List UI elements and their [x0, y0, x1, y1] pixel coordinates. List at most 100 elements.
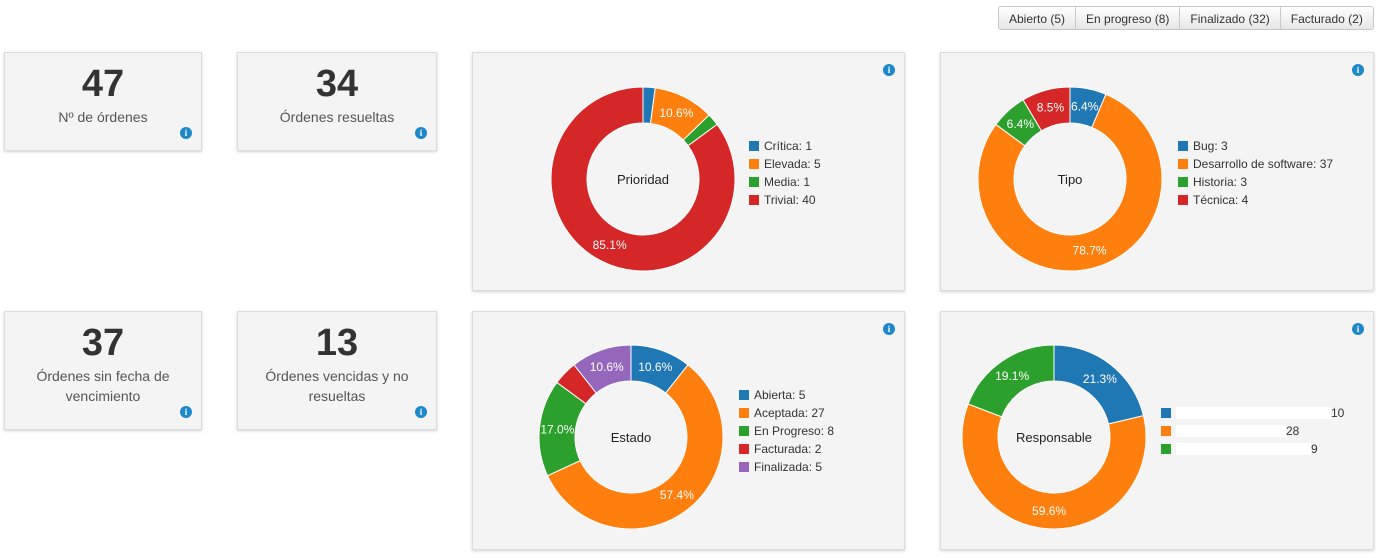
redacted-name — [1176, 407, 1331, 419]
stat-card-total-orders: 47 Nº de órdenes i — [4, 52, 202, 151]
legend-item-aceptada[interactable]: Aceptada: 27 — [739, 404, 834, 422]
legend-label: Media: 1 — [764, 175, 811, 189]
legend-item-historia[interactable]: Historia: 3 — [1178, 173, 1333, 191]
legend-swatch — [739, 462, 749, 472]
chart-center-title: Tipo — [1058, 172, 1083, 187]
stat-value: 34 — [315, 63, 359, 105]
slice-percent-label: 57.4% — [660, 488, 694, 502]
legend-label: Facturada: 2 — [754, 442, 822, 456]
legend-item-1[interactable]: 28 — [1161, 422, 1344, 440]
legend-label: 9 — [1311, 442, 1318, 456]
legend-item-facturada[interactable]: Facturada: 2 — [739, 440, 834, 458]
stat-value: 37 — [81, 322, 125, 364]
legend-label: 10 — [1331, 406, 1345, 420]
legend-item-trivial[interactable]: Trivial: 40 — [749, 191, 821, 209]
filter-en-progreso-button[interactable]: En progreso (8) — [1076, 6, 1181, 30]
chart-center-title: Prioridad — [617, 172, 669, 187]
stat-value: 13 — [315, 322, 359, 364]
legend-item-finalizada[interactable]: Finalizada: 5 — [739, 458, 834, 476]
chart-legend: Crítica: 1 Elevada: 5 Media: 1 Trivial: 40 — [749, 137, 821, 209]
legend-swatch — [749, 195, 759, 205]
legend-label: Finalizada: 5 — [754, 460, 823, 474]
stat-label: Órdenes vencidas y no resueltas — [265, 368, 409, 404]
slice-percent-label: 6.4% — [1071, 99, 1099, 113]
legend-item-elevada[interactable]: Elevada: 5 — [749, 155, 821, 173]
legend-item-bug[interactable]: Bug: 3 — [1178, 137, 1333, 155]
donut-slice-desarrollo-de-software[interactable] — [977, 93, 1163, 272]
legend-label: Técnica: 4 — [1193, 193, 1249, 207]
slice-percent-label: 17.0% — [540, 423, 574, 437]
legend-item-media[interactable]: Media: 1 — [749, 173, 821, 191]
slice-percent-label: 8.5% — [1037, 101, 1065, 115]
chart-legend: Abierta: 5 Aceptada: 27 En Progreso: 8 Fact… — [739, 386, 834, 476]
legend-swatch — [749, 159, 759, 169]
status-filter-group: Abierto (5) En progreso (8) Finalizado (… — [998, 6, 1374, 30]
donut-slice-tecnica[interactable] — [1022, 86, 1071, 132]
info-icon[interactable]: i — [415, 127, 427, 139]
donut-slice-trivial[interactable] — [550, 86, 736, 272]
legend-label: Abierta: 5 — [754, 388, 806, 402]
legend-item-0[interactable]: 10 — [1161, 404, 1344, 422]
slice-percent-label: 19.1% — [995, 369, 1029, 383]
info-icon[interactable]: i — [1352, 64, 1364, 76]
legend-swatch — [749, 177, 759, 187]
slice-percent-label: 21.3% — [1083, 372, 1117, 386]
slice-percent-label: 59.6% — [1032, 504, 1066, 518]
legend-item-abierta[interactable]: Abierta: 5 — [739, 386, 834, 404]
redacted-name — [1176, 443, 1311, 455]
stat-card-resolved-orders: 34 Órdenes resueltas i — [237, 52, 437, 151]
legend-label: Elevada: 5 — [764, 157, 821, 171]
filter-abierto-button[interactable]: Abierto (5) — [998, 6, 1077, 30]
info-icon[interactable]: i — [1352, 323, 1364, 335]
legend-swatch — [739, 444, 749, 454]
chart-legend: Bug: 3 Desarrollo de software: 37 Historia… — [1178, 137, 1333, 209]
legend-label: Bug: 3 — [1193, 139, 1228, 153]
legend-label: Desarrollo de software: 37 — [1193, 157, 1334, 171]
donut-chart-tipo: 6.4%78.7%6.4%8.5%Tipo — [977, 86, 1163, 272]
legend-swatch — [1178, 159, 1188, 169]
stat-card-no-due-date: 37 Órdenes sin fecha de vencimiento i — [4, 311, 202, 430]
legend-label: Aceptada: 27 — [754, 406, 825, 420]
filter-facturado-button[interactable]: Facturado (2) — [1280, 6, 1374, 30]
donut-slice-finalizada[interactable] — [573, 344, 632, 394]
chart-center-title: Responsable — [1016, 430, 1092, 445]
info-icon[interactable]: i — [883, 64, 895, 76]
legend-swatch — [739, 408, 749, 418]
info-icon[interactable]: i — [180, 406, 192, 418]
donut-slice-1[interactable] — [961, 403, 1147, 530]
donut-slice-2[interactable] — [967, 344, 1055, 418]
chart-card-responsable: 21.3% 59.6% 19.1% Responsable 10 28 9 i — [940, 311, 1374, 550]
legend-item-critica[interactable]: Crítica: 1 — [749, 137, 821, 155]
slice-percent-label: 10.6% — [659, 106, 693, 120]
info-icon[interactable]: i — [883, 323, 895, 335]
slice-percent-label: 85.1% — [593, 238, 627, 252]
slice-percent-label: 78.7% — [1073, 243, 1107, 257]
legend-label: Trivial: 40 — [764, 193, 816, 207]
chart-card-prioridad: 10.6% 85.1% Prioridad Crítica: 1 Elevada: 5… — [472, 52, 905, 291]
slice-percent-label: 6.4% — [1007, 117, 1035, 131]
legend-item-tecnica[interactable]: Técnica: 4 — [1178, 191, 1333, 209]
legend-swatch — [1161, 426, 1171, 436]
stat-card-overdue-unresolved: 13 Órdenes vencidas y no resueltas i — [237, 311, 437, 430]
legend-label: 28 — [1286, 424, 1300, 438]
filter-finalizado-button[interactable]: Finalizado (32) — [1180, 6, 1281, 30]
stat-label: Nº de órdenes — [58, 109, 148, 125]
legend-item-2[interactable]: 9 — [1161, 440, 1344, 458]
chart-card-tipo: 6.4% 78.7% 6.4% 8.5% Tipo Bug: 3 Desarrollo d… — [940, 52, 1374, 291]
donut-chart-prioridad: 10.6% 85.1% Prioridad — [550, 86, 736, 272]
legend-swatch — [1161, 408, 1171, 418]
legend-swatch — [1178, 177, 1188, 187]
info-icon[interactable]: i — [415, 406, 427, 418]
legend-item-en-progreso[interactable]: En Progreso: 8 — [739, 422, 834, 440]
chart-legend: 10 28 9 — [1161, 404, 1344, 458]
chart-center-title: Estado — [611, 430, 651, 445]
donut-chart-estado: 10.6% 57.4% 17.0% 10.6% Estado — [538, 344, 724, 530]
legend-swatch — [1178, 195, 1188, 205]
legend-label: Historia: 3 — [1193, 175, 1248, 189]
legend-item-desarrollo-de-software[interactable]: Desarrollo de software: 37 — [1178, 155, 1333, 173]
donut-slice-aceptada[interactable] — [546, 364, 724, 530]
legend-swatch — [1178, 141, 1188, 151]
info-icon[interactable]: i — [180, 127, 192, 139]
slice-percent-label: 10.6% — [590, 360, 624, 374]
stat-value: 47 — [81, 63, 125, 105]
